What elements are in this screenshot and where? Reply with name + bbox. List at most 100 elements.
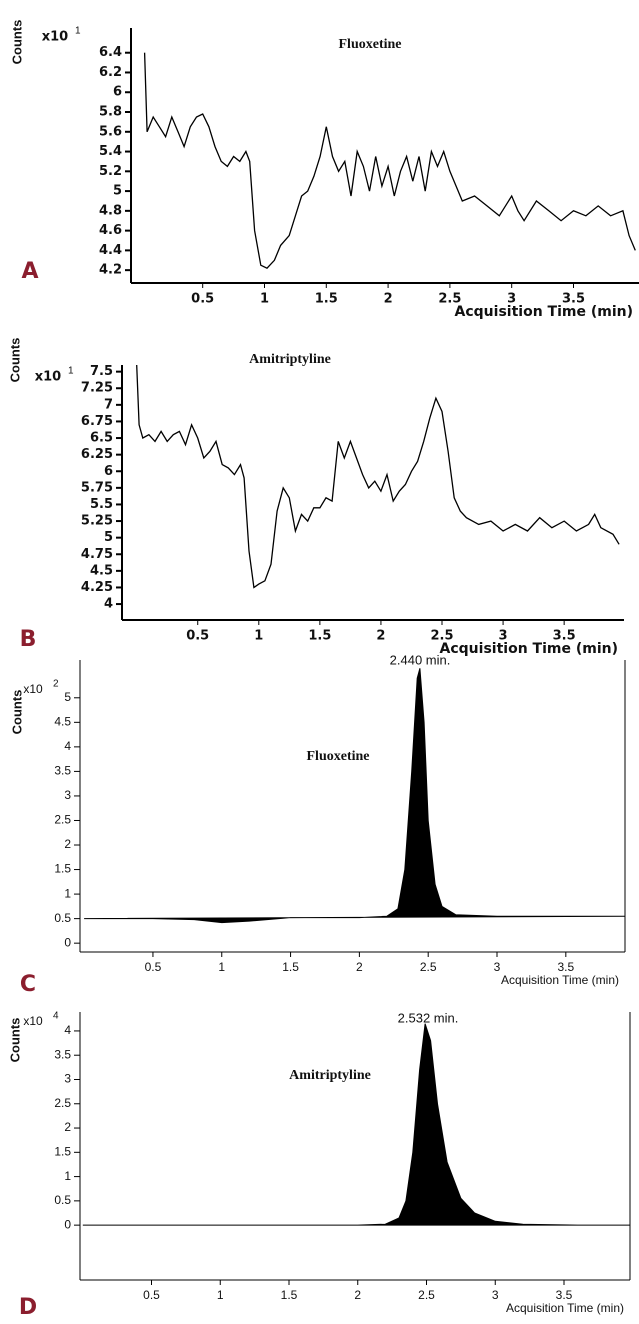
x-tick-label: 2: [384, 292, 393, 307]
y-tick-label: 1.5: [54, 1144, 71, 1158]
chart-title: Fluoxetine: [307, 749, 370, 764]
scale-power: 2: [53, 679, 59, 690]
y-tick-label: 6.4: [99, 45, 122, 60]
x-axis-label: Acquisition Time (min): [440, 641, 618, 657]
y-tick-label: 2.5: [54, 813, 71, 827]
y-tick-label: 5: [113, 184, 122, 199]
y-tick-label: 0: [64, 1217, 71, 1231]
y-tick-label: 4.4: [99, 243, 122, 258]
chart-title: Amitriptyline: [289, 1068, 371, 1083]
y-axis-label: Counts: [9, 20, 24, 65]
chromatogram-panel: 00.511.522.533.540.5 1 1.5 2 2.5 3 3.5Acquisit…: [7, 1010, 631, 1320]
y-tick-label: 6.25: [81, 447, 113, 462]
scale-power: 1: [75, 26, 81, 37]
y-tick-label: 2: [64, 1120, 71, 1134]
y-tick-label: 1.5: [54, 862, 71, 876]
y-tick-label: 4.2: [99, 263, 122, 278]
y-axis-label: Counts: [7, 1018, 22, 1063]
x-tick-label: 3.5: [562, 292, 585, 307]
peak-annotation: 2.440 min.: [390, 652, 451, 667]
x-tick-label: 1: [218, 960, 225, 974]
y-axis-label: Counts: [7, 338, 22, 383]
y-tick-label: 4: [64, 739, 71, 753]
y-tick-label: 3: [64, 788, 71, 802]
x-tick-label: 1.5: [308, 629, 331, 644]
scale-power: 4: [53, 1011, 59, 1022]
y-tick-label: 0.5: [54, 1193, 71, 1207]
y-tick-label: 3.5: [54, 764, 71, 778]
panel-label: C: [20, 972, 36, 997]
x-tick-label: 0.5: [191, 292, 214, 307]
x-tick-label: 2: [376, 629, 385, 644]
y-tick-label: 4.6: [99, 223, 122, 238]
y-tick-label: 6: [113, 85, 122, 100]
y-tick-label: 5: [64, 690, 71, 704]
y-tick-label: 2: [64, 837, 71, 851]
x-tick-label: 3: [507, 292, 516, 307]
y-tick-label: 0: [64, 935, 71, 949]
chromatogram-panel: 4.2 4.4 4.6 4.8 5 5.2 5.4 5.6 5.8 6 6.2 6.4 0.5 1 1.5 2…: [9, 20, 639, 320]
x-tick-label: 3.5: [557, 960, 574, 974]
x-axis-label: Acquisition Time (min): [455, 304, 633, 320]
y-tick-label: 6.75: [81, 414, 113, 429]
y-tick-label: 5: [104, 530, 113, 545]
y-tick-label: 4.5: [54, 714, 71, 728]
chart-title: Amitriptyline: [249, 352, 331, 367]
chromatogram-panel: 00.511.522.533.544.550.5 1 1.5 2 2.5 3 3.5Acqu…: [9, 652, 626, 997]
y-tick-label: 5.6: [99, 124, 122, 139]
y-tick-label: 5.8: [99, 105, 122, 120]
panel-label: B: [20, 627, 37, 652]
y-tick-label: 5.4: [99, 144, 122, 159]
y-tick-label: 3: [64, 1072, 71, 1086]
scale-label: x10: [23, 1014, 43, 1028]
x-axis-label: Acquisition Time (min): [501, 973, 619, 987]
y-tick-label: 7.5: [90, 364, 113, 379]
y-tick-label: 2.5: [54, 1096, 71, 1110]
x-tick-label: 3.5: [553, 629, 576, 644]
x-tick-label: 3: [494, 960, 501, 974]
x-tick-label: 1: [254, 629, 263, 644]
x-tick-label: 2.5: [420, 960, 437, 974]
scale-label: x10: [35, 370, 61, 385]
x-tick-label: 2.5: [430, 629, 453, 644]
panel-label: A: [21, 259, 38, 284]
x-tick-label: 0.5: [143, 1288, 160, 1302]
x-axis-label: Acquisition Time (min): [506, 1301, 624, 1315]
panel-label: D: [19, 1295, 37, 1320]
x-tick-label: 3: [492, 1288, 499, 1302]
y-tick-label: 6: [104, 464, 113, 479]
y-tick-label: 4.5: [90, 563, 113, 578]
y-tick-label: 5.2: [99, 164, 122, 179]
y-tick-label: 3.5: [54, 1047, 71, 1061]
x-tick-label: 1.5: [315, 292, 338, 307]
peak-annotation: 2.532 min.: [398, 1010, 459, 1025]
y-tick-label: 4.25: [81, 580, 113, 595]
y-tick-label: 4.8: [99, 203, 122, 218]
chromatogram-peak: [84, 668, 626, 924]
y-tick-label: 5.5: [90, 497, 113, 512]
y-tick-label: 1: [64, 886, 71, 900]
x-tick-label: 2: [356, 960, 363, 974]
x-tick-label: 3: [499, 629, 508, 644]
scale-label: x10: [42, 30, 68, 45]
chromatogram-panel: 4 4.25 4.54.75 55.25 5.5 5.756 6.256.5 6.75 77.2…: [7, 338, 624, 657]
chromatogram-trace: [143, 52, 636, 269]
x-tick-label: 2.5: [418, 1288, 435, 1302]
scale-label: x10: [23, 682, 43, 696]
y-tick-label: 6.5: [90, 431, 113, 446]
x-tick-label: 1.5: [282, 960, 299, 974]
x-tick-label: 3.5: [556, 1288, 573, 1302]
y-tick-label: 0.5: [54, 911, 71, 925]
chart-title: Fluoxetine: [339, 37, 402, 52]
x-tick-label: 1: [260, 292, 269, 307]
x-tick-label: 1: [217, 1288, 224, 1302]
y-tick-label: 5.25: [81, 514, 113, 529]
x-tick-label: 0.5: [186, 629, 209, 644]
y-axis-label: Counts: [9, 690, 24, 735]
x-tick-label: 2: [354, 1288, 361, 1302]
y-tick-label: 5.75: [81, 480, 113, 495]
x-tick-label: 1.5: [281, 1288, 298, 1302]
y-tick-label: 4: [64, 1023, 71, 1037]
